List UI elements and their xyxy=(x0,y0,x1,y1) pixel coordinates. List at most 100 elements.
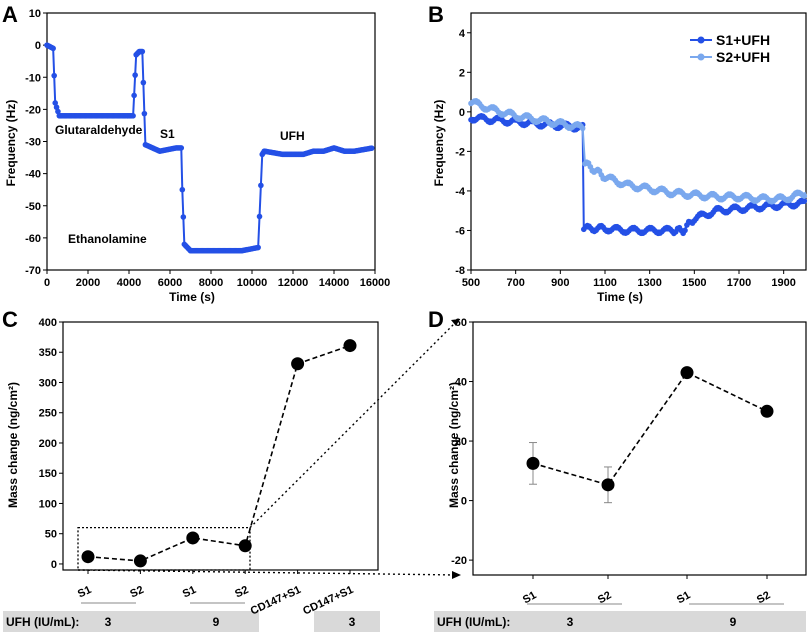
panel-label-b: B xyxy=(428,2,444,27)
a-annotation-glutaraldehyde: Glutaraldehyde xyxy=(55,123,143,137)
c-x-tick-label: S1 xyxy=(76,584,93,601)
b-x-tick-label: 900 xyxy=(551,277,569,289)
c-group-band-right xyxy=(314,611,380,632)
d-y-tick-label: -20 xyxy=(451,555,467,567)
d-group-3: 3 xyxy=(567,615,574,629)
b-data-point xyxy=(579,125,586,132)
a-x-tick-label: 10000 xyxy=(237,277,268,289)
c-x-tick-label: S1 xyxy=(181,584,198,601)
b-y-tick-label: 0 xyxy=(459,107,465,119)
a-y-tick-label: 10 xyxy=(29,8,41,20)
d-y-tick-label: 0 xyxy=(461,496,467,508)
b-y-label: Frequency (Hz) xyxy=(432,100,446,187)
b-x-tick-label: 1300 xyxy=(637,277,661,289)
d-data-point xyxy=(760,404,774,418)
b-x-tick-label: 1500 xyxy=(682,277,706,289)
c-x-tick-label: S2 xyxy=(128,584,145,601)
a-x-tick-label: 16000 xyxy=(360,277,391,289)
a-data-point xyxy=(179,186,186,193)
b-series-line-1 xyxy=(470,116,807,232)
c-data-point xyxy=(133,554,147,568)
panel-label-c: C xyxy=(2,307,18,332)
d-x-tick-label: S1 xyxy=(521,589,539,606)
zoom-arrow-top xyxy=(451,319,460,326)
a-data-point xyxy=(180,214,187,220)
b-series-markers-1 xyxy=(468,112,808,237)
c-group-9: 9 xyxy=(213,615,220,629)
a-data-point xyxy=(50,45,56,52)
panel-label-a: A xyxy=(2,2,18,27)
d-x-tick-label: S2 xyxy=(755,589,773,606)
a-y-tick-label: -20 xyxy=(25,104,41,116)
c-group-3: 3 xyxy=(105,615,112,629)
a-x-tick-label: 0 xyxy=(44,277,50,289)
a-data-point xyxy=(52,100,58,106)
c-y-label: Mass change (ng/cm²) xyxy=(6,382,20,508)
a-data-point xyxy=(53,104,60,111)
zoom-connector-top xyxy=(249,319,459,529)
c-x-tick-label: CD147+S1 xyxy=(249,584,303,618)
d-x-tick-label: S2 xyxy=(596,589,614,606)
a-x-tick-label: 14000 xyxy=(319,277,350,289)
b-y-tick-label: -4 xyxy=(455,186,466,198)
a-series-line xyxy=(46,44,374,252)
b-plot-frame xyxy=(470,12,807,271)
d-plot-frame xyxy=(472,321,807,576)
c-zoom-box xyxy=(77,527,251,571)
b-x-tick-label: 500 xyxy=(462,277,480,289)
a-data-point xyxy=(131,92,137,99)
a-data-point xyxy=(130,113,136,119)
a-data-point xyxy=(258,182,264,189)
a-x-tick-label: 6000 xyxy=(158,277,182,289)
a-x-tick-label: 4000 xyxy=(117,277,141,289)
a-y-tick-label: -50 xyxy=(25,201,41,213)
a-x-label: Time (s) xyxy=(169,290,215,304)
d-data-point xyxy=(526,456,540,470)
a-annotation-ufh: UFH xyxy=(280,129,305,143)
legend-s2-marker xyxy=(697,53,705,61)
c-data-point xyxy=(186,531,200,545)
b-y-tick-label: -6 xyxy=(455,225,465,237)
a-y-tick-label: -10 xyxy=(25,72,41,84)
zoom-connector-bottom xyxy=(77,569,459,576)
a-annotation-s1: S1 xyxy=(160,127,175,141)
a-y-tick-label: -30 xyxy=(25,137,41,149)
d-data-point xyxy=(680,366,694,380)
d-y-label: Mass change (ng/cm²) xyxy=(447,382,461,508)
d-series-line xyxy=(532,371,768,486)
b-series-markers-2 xyxy=(468,98,808,205)
b-data-point xyxy=(801,193,808,199)
d-x-tick-label: S1 xyxy=(675,589,693,606)
a-data-point xyxy=(255,244,261,251)
a-y-tick-label: -60 xyxy=(25,233,41,245)
b-y-tick-label: -8 xyxy=(455,265,465,277)
b-x-tick-label: 1700 xyxy=(727,277,751,289)
a-data-point xyxy=(178,145,185,151)
c-x-tick-label: S2 xyxy=(233,584,250,601)
c-data-point xyxy=(238,539,252,553)
c-y-tick-label: 350 xyxy=(39,347,57,359)
c-y-tick-label: 100 xyxy=(39,498,57,510)
c-group-band-left xyxy=(3,611,259,632)
a-data-point xyxy=(55,108,61,115)
c-data-point xyxy=(343,339,357,353)
d-group-label: UFH (IU/mL): xyxy=(437,615,510,629)
c-y-tick-label: 300 xyxy=(39,377,57,389)
b-x-tick-label: 1900 xyxy=(771,277,795,289)
a-data-point xyxy=(368,145,375,151)
c-data-point xyxy=(291,357,305,371)
a-data-point xyxy=(132,72,138,78)
a-x-tick-label: 12000 xyxy=(278,277,309,289)
b-x-label: Time (s) xyxy=(597,290,643,304)
legend-s2-label: S2+UFH xyxy=(716,49,770,65)
a-data-point xyxy=(256,213,263,220)
d-data-point xyxy=(601,478,615,492)
b-data-point xyxy=(682,227,688,234)
c-y-tick-label: 250 xyxy=(39,408,57,420)
a-series-markers xyxy=(44,42,375,254)
a-y-tick-label: -70 xyxy=(25,265,41,277)
c-group-label: UFH (IU/mL): xyxy=(6,615,79,629)
c-y-tick-label: 0 xyxy=(51,559,57,571)
c-y-tick-label: 200 xyxy=(39,438,57,450)
